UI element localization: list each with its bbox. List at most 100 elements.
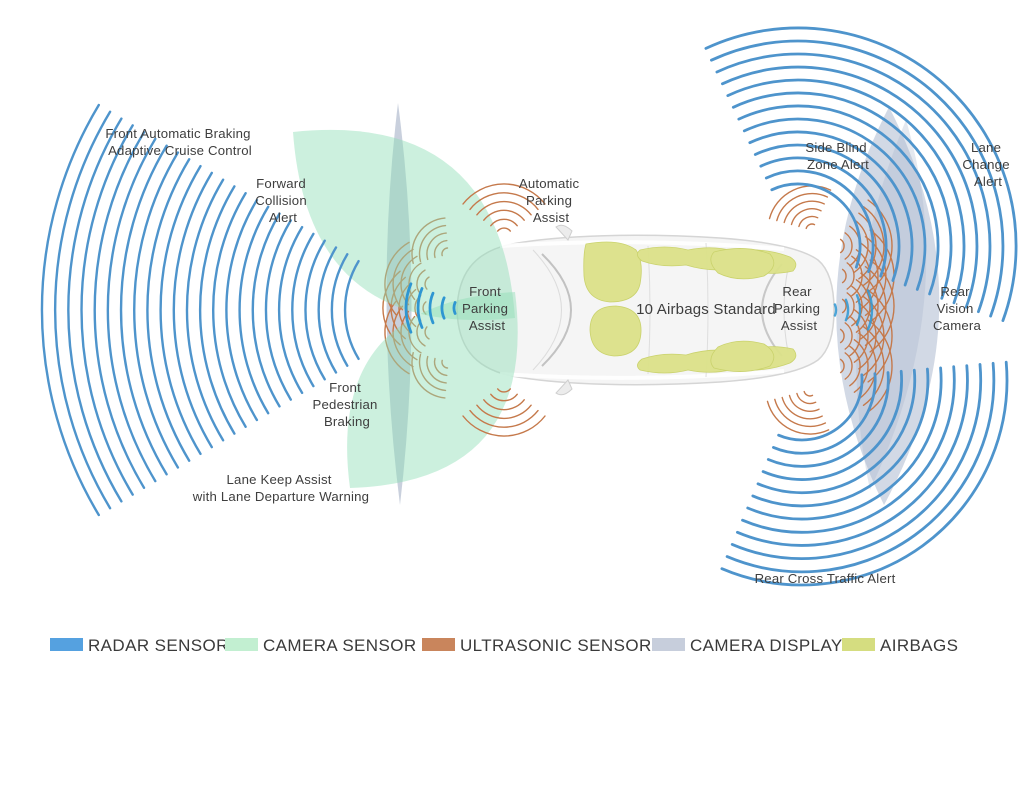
sensor-arc [855, 249, 871, 303]
sensor-arc [433, 239, 448, 259]
radar-fan-front-left [40, 103, 360, 517]
sensor-arc [497, 227, 511, 232]
legend-item-radar-sensor: RADAR SENSOR [50, 636, 228, 655]
hood-line [532, 249, 562, 371]
sensor-arc [225, 198, 259, 422]
sensor-arc [93, 131, 146, 489]
sensor-arc [490, 393, 518, 402]
legend-swatch-airbags [842, 638, 875, 651]
sensor-arc [416, 287, 424, 329]
sensor-arc [40, 103, 100, 517]
sensor-arc [710, 39, 1005, 318]
sensor-arc [483, 209, 525, 221]
legend-item-camera-display: CAMERA DISPLAY [652, 636, 842, 655]
sensor-arc [867, 289, 893, 383]
sensor-arc [860, 242, 879, 310]
legend-item-ultrasonic-sensor: ULTRASONIC SENSOR [422, 636, 651, 655]
sensor-arc [317, 246, 338, 374]
sensor-arc [715, 52, 992, 314]
side-mirror-bottom [555, 379, 573, 396]
sensor-arc [839, 238, 845, 254]
camera-sensor-cone-lower [347, 292, 518, 488]
legend-swatch-radar-sensor [50, 638, 83, 651]
sensor-arc [855, 279, 871, 333]
sensor-arc [766, 371, 890, 468]
windshield [541, 253, 572, 367]
legend-label-airbags: AIRBAGS [880, 636, 958, 655]
sensor-arc [384, 300, 410, 375]
sensor-arc [772, 372, 877, 455]
radar-fan-rear-upper [704, 26, 1018, 322]
sensor-arc [721, 65, 979, 309]
sensor-arc [106, 137, 157, 483]
sensor-arc [803, 390, 814, 397]
sensor-arc [844, 322, 853, 350]
sensor-arc [476, 200, 532, 216]
sensor-arc [853, 219, 869, 273]
ultrasonic-ripple-rear-corner-top [768, 185, 832, 230]
sensor-arc [736, 364, 969, 547]
feature-labels: Front Automatic Braking Adaptive Cruise … [105, 126, 1009, 586]
sensor-arc [759, 156, 888, 278]
radar-burst-rear-bumper [833, 289, 874, 331]
sensor-arc [751, 367, 930, 508]
sensor-arc [172, 171, 213, 449]
label-side-blind-zone-alert: Side Blind Zone Alert [805, 140, 870, 172]
legend: RADAR SENSOR CAMERA SENSOR ULTRASONIC SE… [50, 636, 958, 655]
sensor-arc [746, 366, 943, 521]
car-highlight-bottom [499, 369, 785, 380]
sensor-arc [770, 182, 862, 269]
sensor-arc [392, 305, 414, 368]
sensor-arc [790, 208, 822, 226]
sensor-arc [291, 232, 315, 388]
legend-item-camera-sensor: CAMERA SENSOR [225, 636, 416, 655]
airbag-front-seat-bottom [589, 305, 642, 357]
sensor-arc [726, 78, 966, 305]
sensor-arc [841, 268, 847, 284]
ultrasonic-ripple-front-lower [384, 300, 430, 375]
sensor-arc [159, 164, 202, 456]
sensor-arc [730, 363, 983, 560]
sensor-arc [411, 217, 446, 264]
sensor-arc [440, 296, 446, 320]
ultrasonic-ripple-auto-parking-top [462, 183, 546, 232]
label-rear-vision-camera: Rear Vision Camera [933, 284, 982, 333]
sensor-arc [422, 301, 427, 315]
sensor-arc [844, 232, 853, 260]
sensor-arc [798, 215, 819, 228]
sensor-arc [264, 219, 292, 401]
sensor-arc [720, 360, 1009, 587]
sensor-arc [737, 104, 940, 296]
sensor-arc [725, 361, 996, 574]
sensor-arc [490, 218, 518, 227]
sensor-arc [426, 355, 447, 384]
ultrasonic-ripple-front-upper [384, 241, 430, 316]
car-highlight-top [499, 240, 785, 251]
sensor-arc [846, 292, 855, 320]
sensor-arc [853, 339, 869, 393]
sensor-arc [418, 353, 447, 392]
label-airbags-standard: 10 Airbags Standard [636, 301, 776, 318]
sensor-arc [343, 259, 360, 361]
sensor-arc [742, 117, 927, 291]
sensor-arc [408, 315, 422, 354]
sensor-arc [844, 352, 853, 380]
sensor-arc [833, 303, 838, 317]
label-lane-keep-assist: Lane Keep Assist with Lane Departure War… [192, 472, 369, 504]
sensor-arc [304, 239, 326, 381]
ultrasonic-ripple-front-corner-bottom [411, 352, 449, 399]
sensor-arc [774, 398, 827, 428]
sensor-arc [469, 409, 539, 428]
sensor-arc [753, 143, 901, 282]
sensor-arc [424, 276, 430, 290]
sensor-arc [462, 183, 546, 205]
camera-sensor-cone-upper [293, 129, 515, 321]
sensor-arc [469, 192, 539, 211]
label-front-automatic-braking: Front Automatic Braking Adaptive Cruise … [105, 126, 254, 158]
ultrasonic-ripple-rear-corner-bottom [766, 390, 830, 435]
sensor-arc [796, 392, 817, 405]
label-front-pedestrian-braking: Front Pedestrian Braking [313, 380, 382, 429]
sensor-arc [849, 345, 861, 387]
sensor-arc [277, 225, 304, 395]
